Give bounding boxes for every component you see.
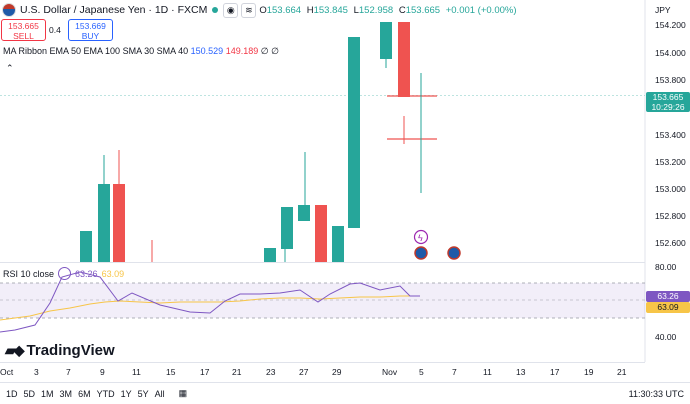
ma-ribbon-legend[interactable]: MA Ribbon EMA 50 EMA 100 SMA 30 SMA 40 1… [3,46,279,56]
time-tick: 19 [584,367,594,377]
price-tick: 153.200 [655,157,686,167]
chart-header: U.S. Dollar / Japanese Yen · 1D · FXCM ◉… [0,0,645,20]
goto-date-icon[interactable]: ▦ [178,388,188,398]
rsi-ma-tag: 63.09 [646,302,690,313]
candle [298,205,310,221]
candle [315,205,327,262]
time-tick: 17 [550,367,560,377]
collapse-legend-icon[interactable]: ⌃ [6,63,14,73]
time-tick: 9 [100,367,105,377]
candle [281,207,293,249]
time-tick: 7 [66,367,71,377]
rsi-settings-icon[interactable] [58,267,72,280]
candles [80,22,437,262]
price-tick: 153.400 [655,130,686,140]
candle [80,231,92,262]
price-tick: 153.800 [655,75,686,85]
time-tick: 7 [452,367,457,377]
candle [348,37,360,228]
rsi-legend[interactable]: RSI 10 close 63.26 63.09 [3,267,125,280]
rsi-tick: 40.00 [655,332,677,342]
compare-icon[interactable]: ≋ [241,2,257,18]
time-tick: Nov [382,367,398,377]
market-open-dot-icon [212,7,219,13]
candle [113,184,125,262]
time-tick: Oct [0,367,14,377]
range-3m-button[interactable]: 3M [59,388,73,399]
price-tick: 152.800 [655,211,686,221]
price-tick: 154.000 [655,48,686,58]
current-price-tag: 153.665 10:29:26 [646,92,690,112]
time-tick: 21 [617,367,627,377]
time-tick: 27 [299,367,309,377]
time-tick: 21 [232,367,242,377]
range-1y-button[interactable]: 1Y [120,388,132,399]
sell-button[interactable]: 153.665 SELL [1,19,46,41]
range-1d-button[interactable]: 1D [6,388,18,399]
time-tick: 11 [483,367,492,377]
rsi-band [0,283,645,318]
time-tick: 5 [419,367,424,377]
earnings-event-icon [413,229,429,245]
time-tick: 15 [166,367,176,377]
utc-clock[interactable]: 11:30:33 UTC [628,388,684,399]
ohlc-values: O153.664 H153.845 L152.958 C153.665 +0.0… [259,4,517,16]
rsi-value-tag: 63.26 [646,291,690,302]
range-all-button[interactable]: All [154,388,165,399]
range-5y-button[interactable]: 5Y [137,388,149,399]
usd-jpy-flag-icon [2,3,16,17]
time-tick: 23 [266,367,276,377]
range-1m-button[interactable]: 1M [41,388,54,399]
tradingview-logo: ▰◆ TradingView [5,342,115,359]
rsi-tick: 80.00 [655,262,677,272]
price-tick: 153.000 [655,184,686,194]
currency-label: JPY [655,5,671,15]
rsi-ma-line [0,295,420,321]
spread-value: 0.4 [49,25,61,35]
candle [98,184,110,262]
us-event-flag-icon [414,246,428,260]
candle [264,248,276,262]
buy-button[interactable]: 153.669 BUY [68,19,113,41]
time-tick: 3 [34,367,39,377]
price-tick: 152.600 [655,238,686,248]
bottom-toolbar: 1D 5D 1M 3M 6M YTD 1Y 5Y All ▦ 11:30:33 … [0,383,690,404]
symbol-title[interactable]: U.S. Dollar / Japanese Yen · 1D · FXCM [20,4,208,16]
range-6m-button[interactable]: 6M [78,388,91,399]
us-event-flag-icon [447,246,461,260]
time-tick: 13 [516,367,526,377]
time-tick: 17 [200,367,210,377]
range-ytd-button[interactable]: YTD [96,388,115,399]
time-tick: 29 [332,367,342,377]
candle [380,22,392,59]
eye-icon[interactable]: ◉ [223,2,239,18]
range-5d-button[interactable]: 5D [23,388,36,399]
svg-text:ϟ: ϟ [418,233,423,243]
price-tick: 154.200 [655,20,686,30]
candle [332,226,344,262]
time-tick: 11 [132,367,141,377]
tradingview-logo-icon: ▰◆ [5,342,24,358]
candle [398,22,410,97]
